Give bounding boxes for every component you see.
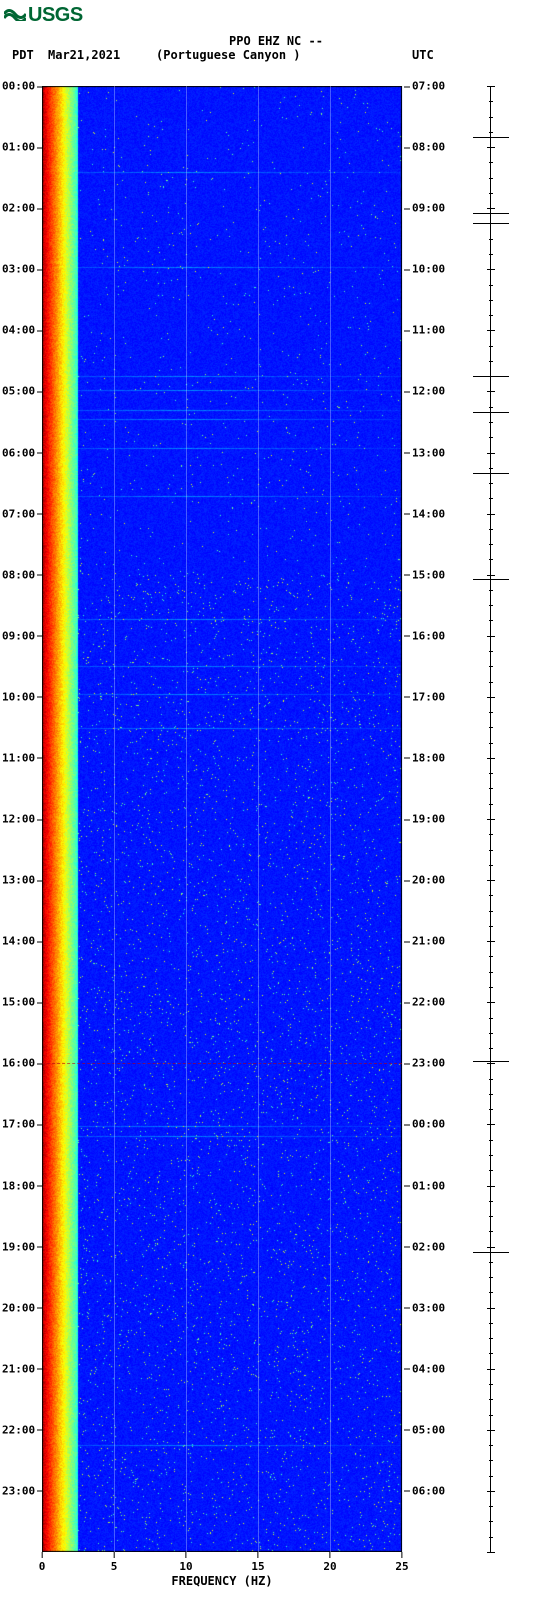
- pdt-tick: 23:00: [2, 1484, 43, 1497]
- utc-tick: 00:00: [404, 1118, 445, 1131]
- pdt-tick: 15:00: [2, 996, 43, 1009]
- pdt-tick: 21:00: [2, 1362, 43, 1375]
- utc-tick: 19:00: [404, 813, 445, 826]
- pdt-tick: 03:00: [2, 263, 43, 276]
- pdt-tick: 05:00: [2, 385, 43, 398]
- pdt-tick: 19:00: [2, 1240, 43, 1253]
- freq-tick: 25: [395, 1552, 408, 1573]
- freq-tick: 0: [39, 1552, 46, 1573]
- pdt-tick: 20:00: [2, 1301, 43, 1314]
- amplitude-event: [473, 473, 509, 474]
- utc-tick: 11:00: [404, 324, 445, 337]
- pdt-tick: 17:00: [2, 1118, 43, 1131]
- x-axis-label: FREQUENCY (HZ): [42, 1574, 402, 1588]
- utc-tick: 02:00: [404, 1240, 445, 1253]
- gridline: [114, 86, 115, 1552]
- amplitude-event: [473, 376, 509, 377]
- freq-tick: 5: [111, 1552, 118, 1573]
- pdt-tick: 16:00: [2, 1057, 43, 1070]
- utc-tick: 21:00: [404, 935, 445, 948]
- pdt-tick: 01:00: [2, 141, 43, 154]
- pdt-tick: 11:00: [2, 751, 43, 764]
- pdt-tick: 07:00: [2, 507, 43, 520]
- pdt-tick: 22:00: [2, 1423, 43, 1436]
- plot-title-line1: PPO EHZ NC --: [0, 34, 552, 48]
- utc-tick: 03:00: [404, 1301, 445, 1314]
- amplitude-event: [473, 579, 509, 580]
- amplitude-event: [473, 213, 509, 214]
- amplitude-event: [473, 223, 509, 224]
- utc-tick: 23:00: [404, 1057, 445, 1070]
- pdt-tick: 04:00: [2, 324, 43, 337]
- utc-tick: 22:00: [404, 996, 445, 1009]
- pdt-tick: 18:00: [2, 1179, 43, 1192]
- gridline: [186, 86, 187, 1552]
- utc-tick: 05:00: [404, 1423, 445, 1436]
- pdt-tick: 13:00: [2, 874, 43, 887]
- gridline: [402, 86, 403, 1552]
- usgs-wave-icon: [4, 4, 26, 18]
- freq-tick: 20: [323, 1552, 336, 1573]
- pdt-tick: 14:00: [2, 935, 43, 948]
- gridline: [330, 86, 331, 1552]
- spectrogram-canvas: [42, 86, 402, 1552]
- utc-tick: 17:00: [404, 690, 445, 703]
- pdt-tick: 09:00: [2, 629, 43, 642]
- spectrogram-plot: [42, 86, 402, 1552]
- pdt-tick: 08:00: [2, 568, 43, 581]
- gridline: [258, 86, 259, 1552]
- pdt-tick: 12:00: [2, 813, 43, 826]
- utc-tick: 16:00: [404, 629, 445, 642]
- utc-tick: 20:00: [404, 874, 445, 887]
- amplitude-strip: [490, 86, 541, 1552]
- usgs-logo-text: USGS: [28, 4, 83, 26]
- utc-tick: 15:00: [404, 568, 445, 581]
- pdt-tick: 00:00: [2, 80, 43, 93]
- utc-tick: 07:00: [404, 80, 445, 93]
- pdt-tick: 06:00: [2, 446, 43, 459]
- utc-tick: 08:00: [404, 141, 445, 154]
- freq-tick: 10: [179, 1552, 192, 1573]
- amplitude-event: [473, 412, 509, 413]
- freq-tick: 15: [251, 1552, 264, 1573]
- station-label: (Portuguese Canyon ): [156, 48, 301, 62]
- amplitude-event: [473, 1252, 509, 1253]
- pdt-tick: 10:00: [2, 690, 43, 703]
- day-boundary-line: [42, 1063, 402, 1064]
- utc-tick: 09:00: [404, 202, 445, 215]
- utc-tick: 01:00: [404, 1179, 445, 1192]
- amplitude-event: [473, 1061, 509, 1062]
- pdt-tick: 02:00: [2, 202, 43, 215]
- utc-label: UTC: [412, 48, 434, 62]
- utc-tick: 18:00: [404, 751, 445, 764]
- utc-tick: 10:00: [404, 263, 445, 276]
- utc-tick: 06:00: [404, 1484, 445, 1497]
- utc-tick: 13:00: [404, 446, 445, 459]
- utc-tick: 14:00: [404, 507, 445, 520]
- pdt-label: PDT: [12, 48, 34, 62]
- date-label: Mar21,2021: [48, 48, 120, 62]
- amplitude-event: [473, 137, 509, 138]
- utc-tick: 04:00: [404, 1362, 445, 1375]
- usgs-logo: USGS: [4, 4, 83, 27]
- utc-tick: 12:00: [404, 385, 445, 398]
